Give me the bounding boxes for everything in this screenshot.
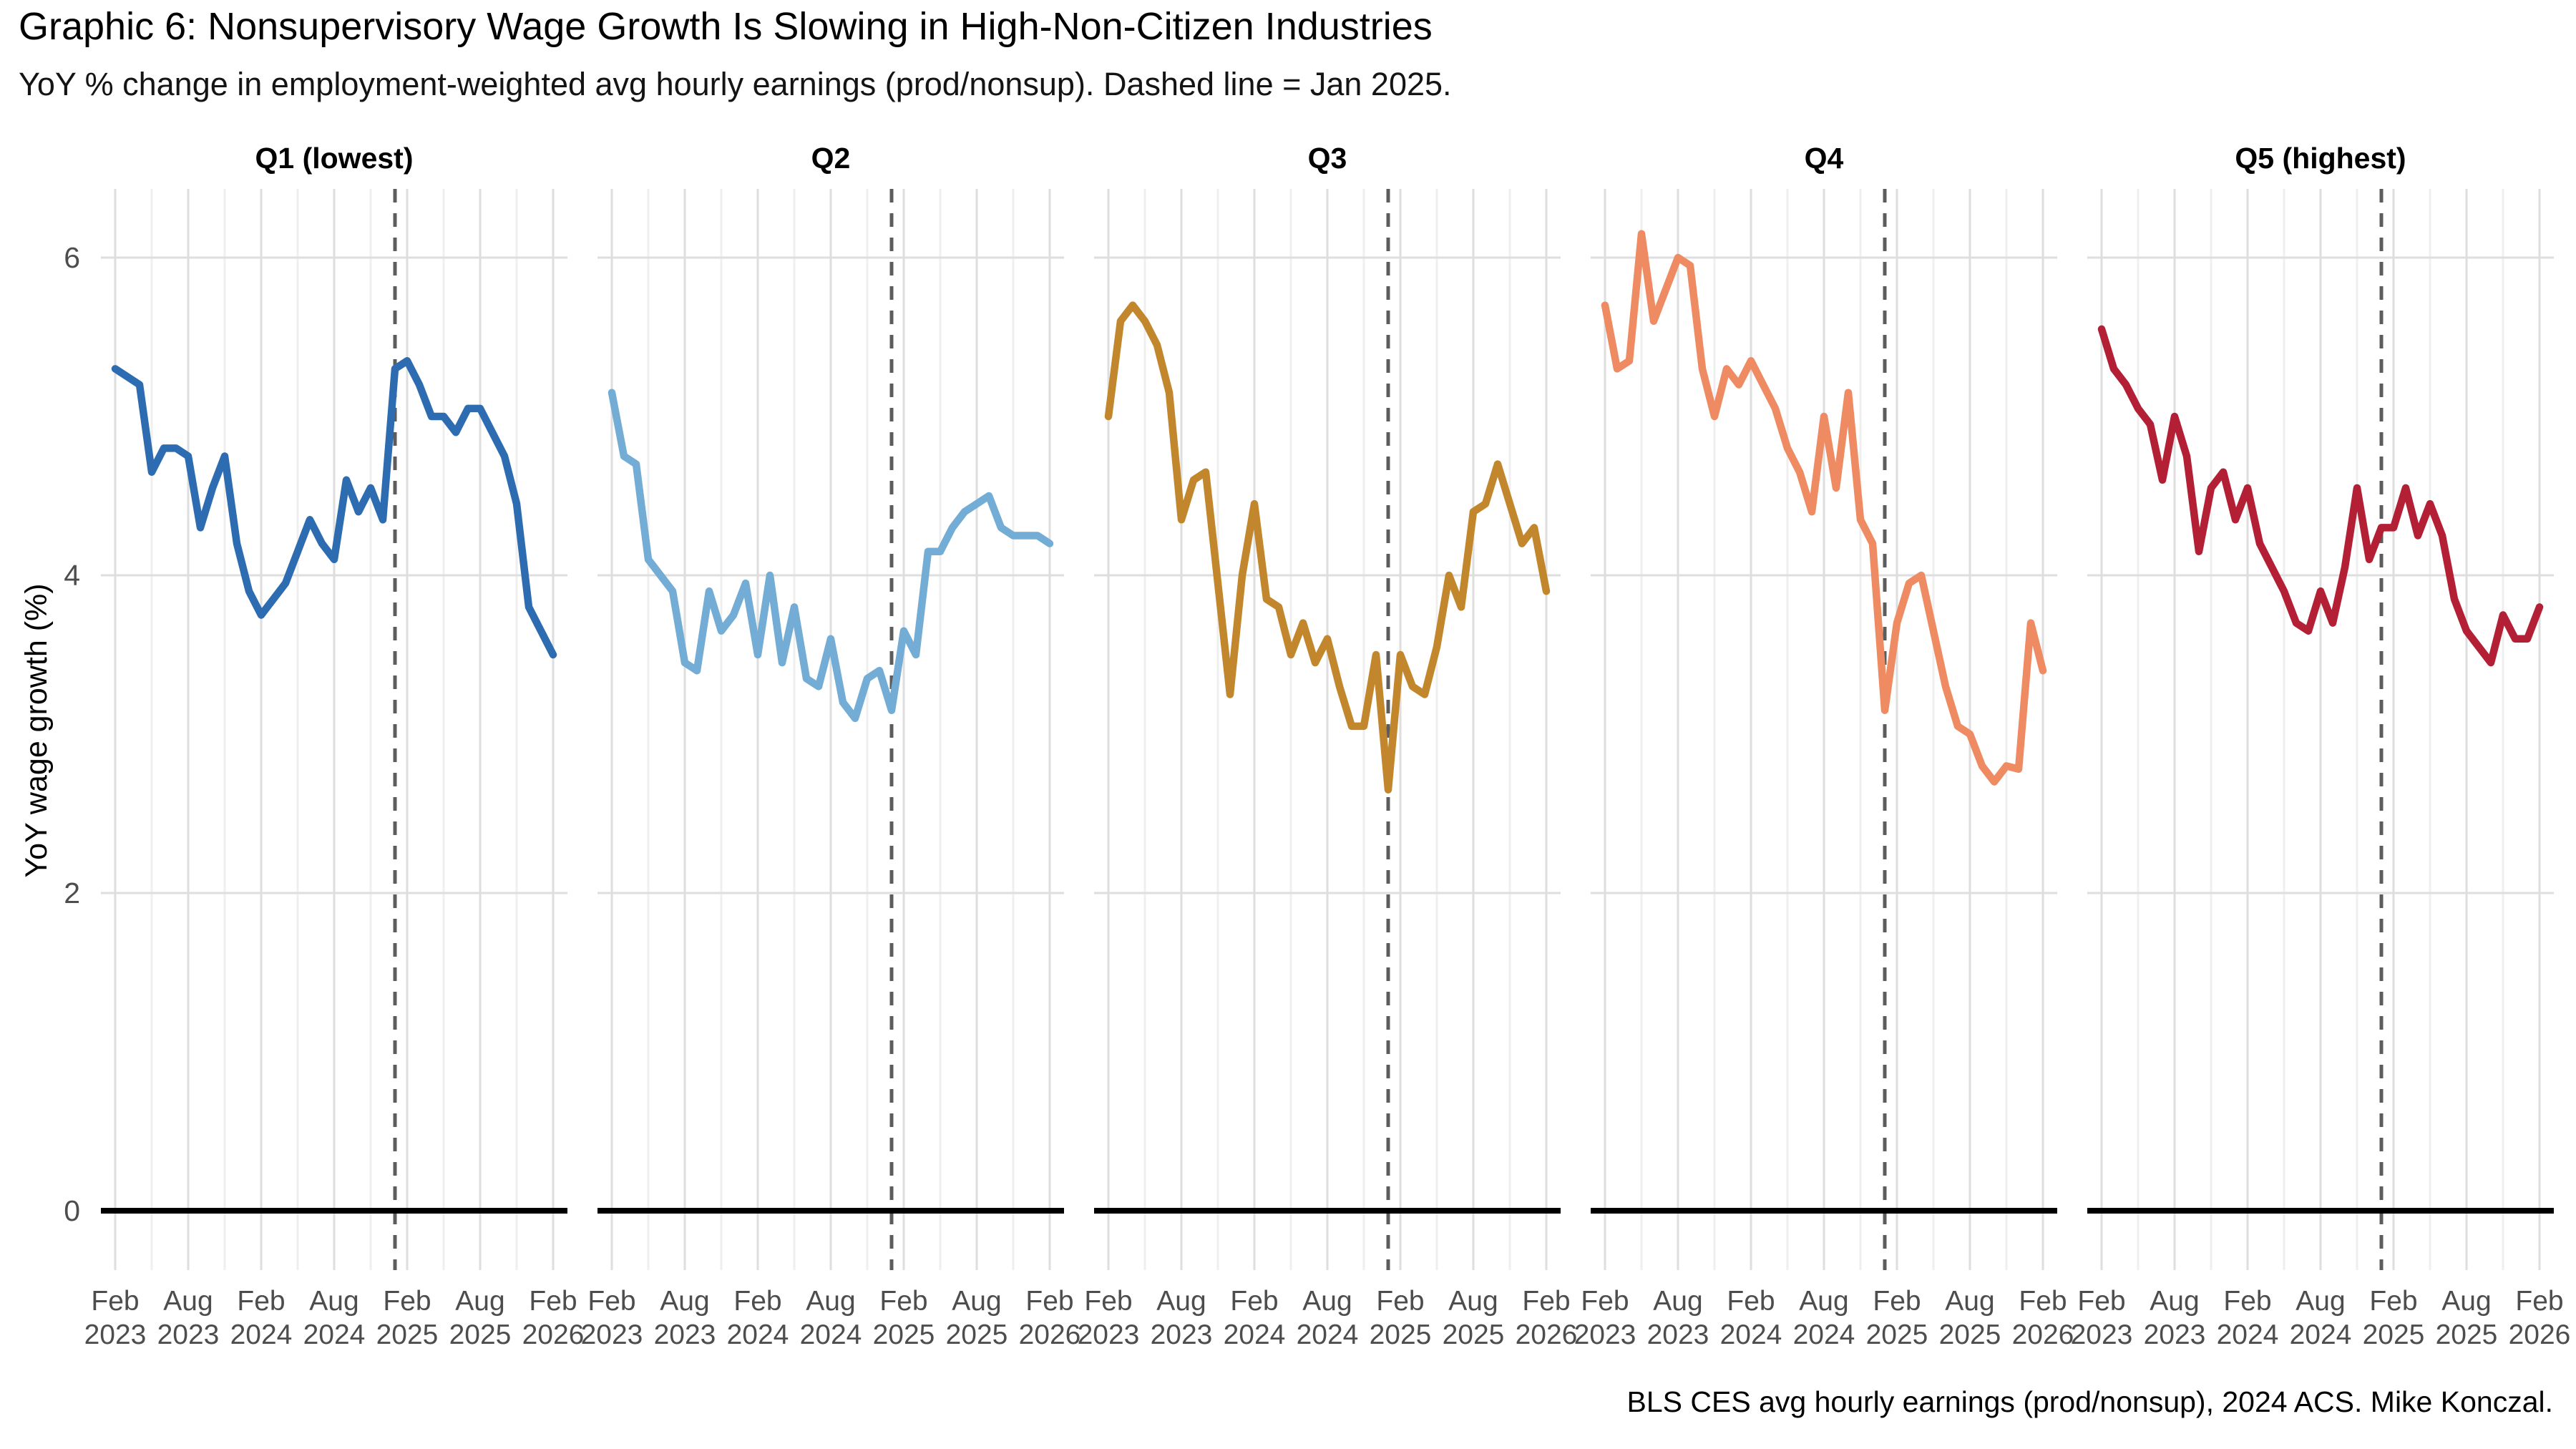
x-tick-label: Feb 2023: [1574, 1286, 1636, 1350]
x-tick-label: Aug 2025: [1442, 1286, 1505, 1350]
facet-title: Q3: [1307, 142, 1347, 175]
page-title: Graphic 6: Nonsupervisory Wage Growth Is…: [19, 5, 1433, 48]
facet-title: Q4: [1804, 142, 1844, 175]
x-tick-label: Aug 2024: [2289, 1286, 2352, 1350]
x-tick-label: Feb 2026: [2011, 1286, 2074, 1350]
wage-growth-line: [111, 357, 557, 659]
x-tick-label: Aug 2023: [2143, 1286, 2206, 1350]
x-tick-label: Aug 2024: [799, 1286, 862, 1350]
x-tick-label: Feb 2025: [2362, 1286, 2425, 1350]
x-tick-label: Feb 2026: [1515, 1286, 1578, 1350]
x-tick-label: Aug 2023: [1646, 1286, 1709, 1350]
x-tick-label: Aug 2023: [1150, 1286, 1213, 1350]
x-tick-label: Feb 2023: [580, 1286, 643, 1350]
x-tick-label: Aug 2024: [1792, 1286, 1855, 1350]
x-tick-label: Feb 2023: [84, 1286, 147, 1350]
x-tick-label: Feb 2024: [2216, 1286, 2279, 1350]
wage-growth-line: [1104, 301, 1551, 794]
x-tick-label: Aug 2023: [157, 1286, 220, 1350]
x-tick-label: Aug 2025: [449, 1286, 512, 1350]
x-tick-label: Feb 2024: [726, 1286, 789, 1350]
x-tick-label: Feb 2025: [1369, 1286, 1432, 1350]
x-tick-label: Feb 2026: [1018, 1286, 1081, 1350]
x-tick-label: Feb 2026: [522, 1286, 585, 1350]
facet-title: Q2: [811, 142, 851, 175]
y-tick-label: 4: [64, 559, 80, 592]
x-tick-label: Aug 2024: [303, 1286, 366, 1350]
facet-title: Q5 (highest): [2235, 142, 2406, 175]
x-tick-label: Feb 2026: [2508, 1286, 2571, 1350]
x-tick-label: Feb 2024: [1719, 1286, 1782, 1350]
chart-caption: BLS CES avg hourly earnings (prod/nonsup…: [1626, 1385, 2553, 1418]
facet-plot: [1591, 189, 2057, 1270]
wage-growth-line: [2097, 325, 2544, 667]
x-tick-label: Feb 2024: [230, 1286, 293, 1350]
x-tick-label: Aug 2025: [945, 1286, 1008, 1350]
x-tick-label: Aug 2025: [2435, 1286, 2498, 1350]
facet-plot: [2087, 189, 2554, 1270]
y-tick-label: 6: [64, 241, 80, 274]
page-subtitle: YoY % change in employment-weighted avg …: [19, 66, 1452, 102]
x-tick-label: Aug 2024: [1296, 1286, 1359, 1350]
facet-plot: [1094, 189, 1561, 1270]
x-tick-label: Aug 2023: [653, 1286, 716, 1350]
facet-plot: [597, 189, 1064, 1270]
facet-title: Q1 (lowest): [255, 142, 414, 175]
y-tick-label: 0: [64, 1194, 80, 1227]
x-tick-label: Aug 2025: [1938, 1286, 2001, 1350]
y-tick-label: 2: [64, 877, 80, 909]
x-tick-label: Feb 2025: [376, 1286, 439, 1350]
x-tick-label: Feb 2025: [872, 1286, 935, 1350]
x-tick-label: Feb 2025: [1865, 1286, 1928, 1350]
wage-growth-line: [608, 389, 1054, 723]
x-tick-label: Feb 2023: [2070, 1286, 2133, 1350]
x-tick-label: Feb 2024: [1223, 1286, 1286, 1350]
x-tick-label: Feb 2023: [1077, 1286, 1140, 1350]
facet-plot: [101, 189, 567, 1270]
wage-growth-line: [1601, 230, 2047, 786]
